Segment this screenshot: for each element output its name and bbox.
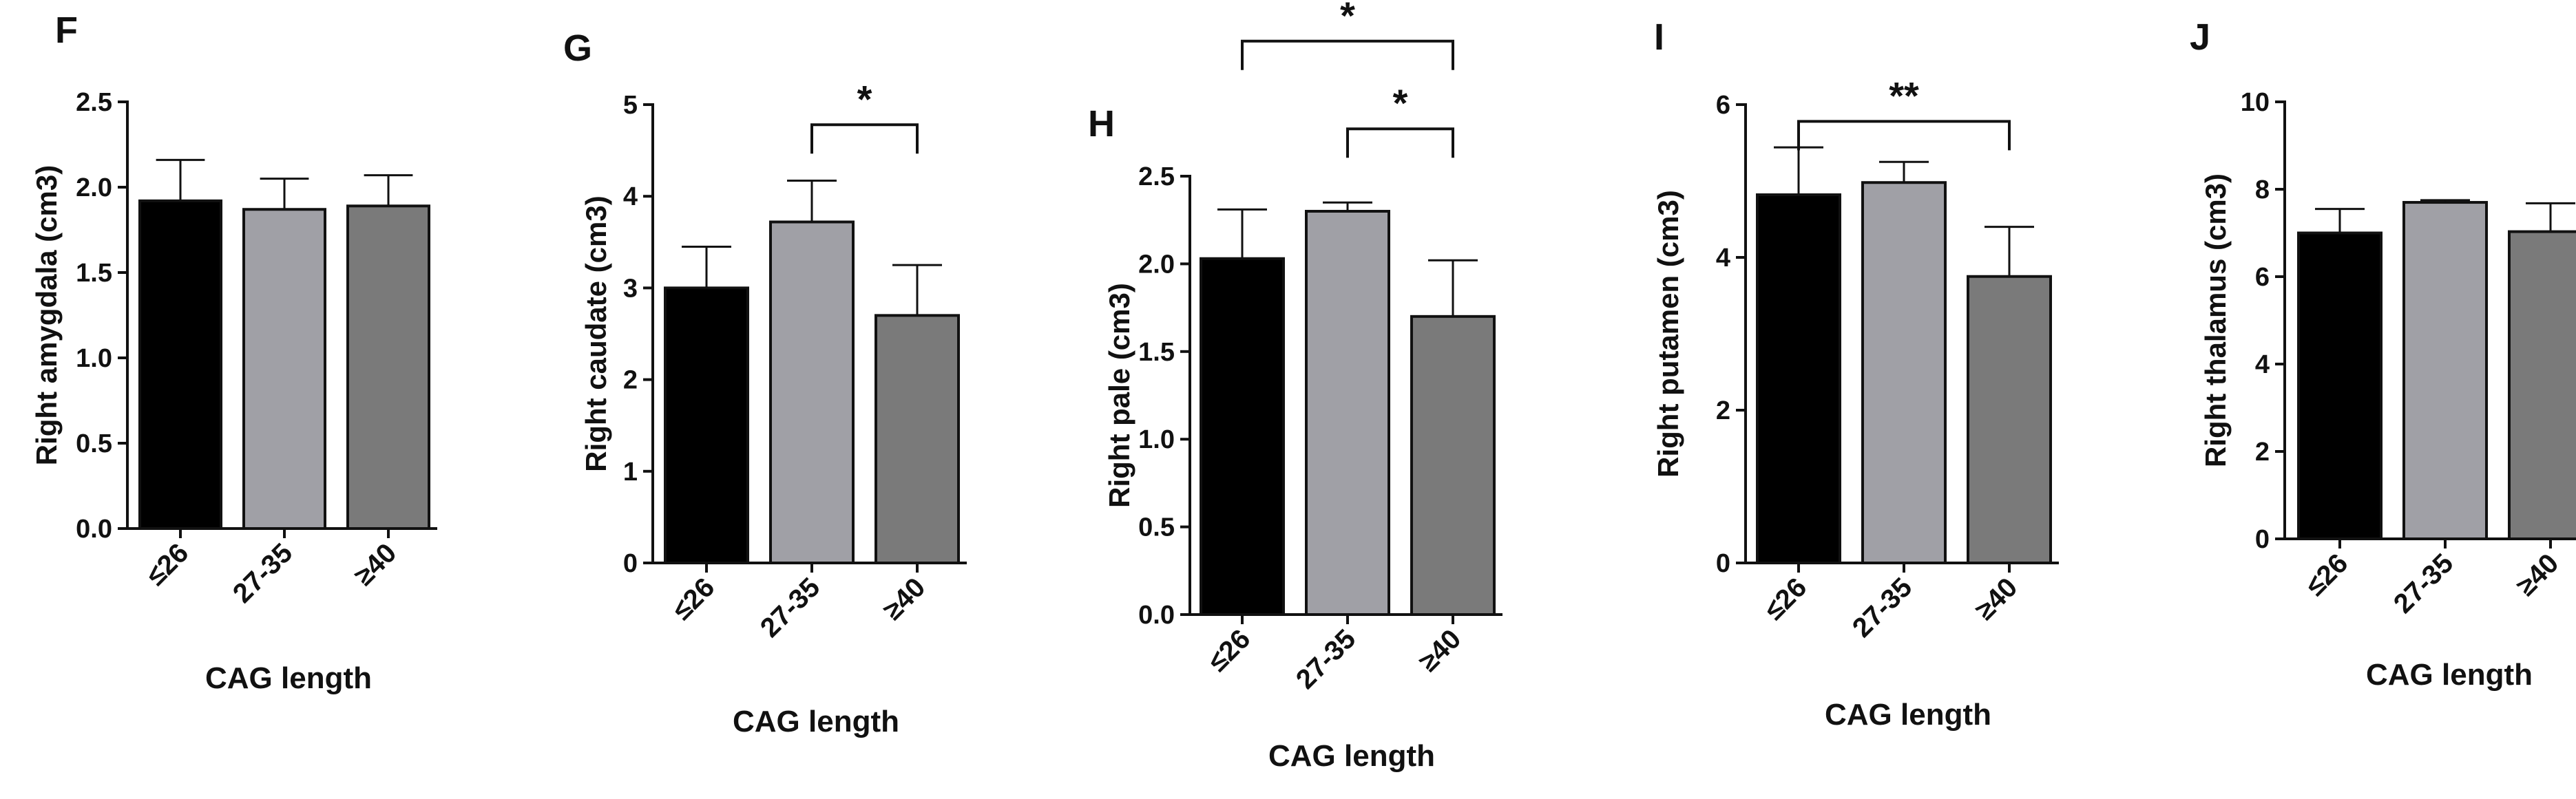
x-tick-label: ≤26 — [1202, 624, 1256, 677]
y-tick-label: 2 — [2255, 438, 2270, 467]
y-tick-label: 0.0 — [76, 515, 112, 544]
y-tick-label: 4 — [2255, 350, 2270, 379]
x-tick-label: ≤26 — [140, 537, 194, 591]
y-tick-label: 6 — [2255, 263, 2270, 292]
bar-3 — [875, 314, 960, 564]
significance-label: ** — [1889, 74, 1919, 117]
chart-panel-h: H 0.0 0.5 1.0 1.5 2.0 2.5 ≤26 27-35 ≥40 Right pale… — [1088, 0, 1502, 773]
bar-1 — [664, 286, 749, 564]
x-tick-label: ≥40 — [1413, 624, 1467, 677]
y-tick-label: 1.0 — [1138, 425, 1175, 454]
significance-label: * — [1393, 81, 1408, 125]
x-tick-label: ≤26 — [1759, 572, 1812, 626]
bar-3 — [346, 204, 430, 530]
x-tick-label: ≥40 — [1969, 572, 2023, 626]
bar-2 — [2402, 201, 2488, 540]
bar-2 — [1305, 209, 1390, 616]
y-tick-label: 6 — [1716, 91, 1730, 120]
significance-label: * — [1340, 0, 1355, 37]
y-tick-label: 2.0 — [1138, 250, 1175, 279]
bar-3 — [2508, 230, 2576, 540]
x-axis-label: CAG length — [1825, 698, 1991, 732]
bar-1 — [1756, 193, 1841, 565]
y-tick-label: 2 — [1716, 396, 1730, 425]
significance-bracket — [1241, 39, 1454, 70]
x-tick-label: ≥40 — [348, 537, 402, 591]
panel-letter: I — [1654, 17, 1664, 58]
x-axis-label: CAG length — [205, 661, 372, 695]
x-axis-label: CAG length — [1268, 739, 1435, 773]
y-tick-label: 8 — [2255, 175, 2270, 204]
bar-3 — [1410, 315, 1496, 616]
y-tick-label: 2.5 — [1138, 162, 1175, 191]
y-tick-label: 10 — [2241, 88, 2270, 117]
y-tick-label: 1 — [623, 458, 638, 487]
y-tick-label: 0 — [623, 549, 638, 578]
y-tick-label: 5 — [623, 91, 638, 120]
panel-letter: H — [1088, 103, 1115, 145]
y-tick-label: 0 — [2255, 525, 2270, 554]
y-axis-label: Right putamen (cm3) — [1652, 190, 1684, 478]
x-tick-label: 27-35 — [2388, 548, 2459, 619]
chart-panel-f: F 0.0 0.5 1.0 1.5 2.0 2.5 ≤26 27-35 ≥40 Right amyg… — [30, 10, 437, 695]
y-tick-label: 2 — [623, 366, 638, 395]
x-tick-label: ≥40 — [877, 572, 931, 626]
chart-panel-g: G 0 1 2 3 4 5 ≤26 27-35 ≥40 Right caudate (cm3) CAG… — [563, 28, 967, 738]
y-tick-label: 2.5 — [76, 88, 112, 117]
panel-letter: F — [55, 10, 78, 51]
y-tick-label: 0.5 — [76, 429, 112, 458]
x-tick-label: 27-35 — [1290, 624, 1361, 694]
bar-1 — [2297, 231, 2383, 540]
significance-bracket — [810, 123, 919, 154]
bar-2 — [769, 220, 855, 564]
y-tick-label: 0.5 — [1138, 513, 1175, 542]
panel-letter: G — [563, 28, 592, 69]
y-axis-label: Right amygdala (cm3) — [30, 165, 63, 465]
x-tick-label: 27-35 — [755, 572, 826, 643]
chart-panel-j: J 0 2 4 6 8 10 ≤26 27-35 ≥40 Right thalamus (cm3) C… — [2190, 17, 2576, 692]
significance-bracket — [1346, 127, 1454, 158]
y-tick-label: 1.5 — [1138, 338, 1175, 367]
x-tick-label: ≤26 — [2300, 548, 2354, 601]
y-axis-label: Right pale (cm3) — [1103, 283, 1135, 508]
x-axis-label: CAG length — [2366, 658, 2533, 692]
y-tick-label: 4 — [1716, 244, 1730, 273]
significance-bracket — [1797, 120, 2011, 151]
bar-2 — [1861, 181, 1947, 565]
x-tick-label: ≤26 — [667, 572, 720, 626]
x-tick-label: ≥40 — [2511, 548, 2564, 601]
y-tick-label: 3 — [623, 274, 638, 303]
y-tick-label: 0 — [1716, 549, 1730, 578]
y-axis-label: Right caudate (cm3) — [580, 195, 612, 471]
bar-1 — [1200, 257, 1285, 617]
y-tick-label: 1.5 — [76, 259, 112, 288]
bar-3 — [1967, 275, 2052, 564]
y-tick-label: 1.0 — [76, 344, 112, 373]
y-tick-label: 2.0 — [76, 173, 112, 202]
bar-2 — [242, 208, 326, 530]
significance-label: * — [857, 77, 872, 120]
chart-panel-i: I 0 2 4 6 ≤26 27-35 ≥40 Right putamen (cm3) CAG l… — [1652, 17, 2059, 732]
panel-letter: J — [2190, 17, 2210, 58]
x-axis-label: CAG length — [733, 705, 899, 738]
y-tick-label: 4 — [623, 182, 638, 211]
y-axis-label: Right thalamus (cm3) — [2199, 173, 2232, 467]
x-tick-label: 27-35 — [1847, 572, 1918, 643]
bar-1 — [138, 199, 222, 530]
x-tick-label: 27-35 — [227, 537, 298, 608]
y-tick-label: 0.0 — [1138, 601, 1175, 630]
